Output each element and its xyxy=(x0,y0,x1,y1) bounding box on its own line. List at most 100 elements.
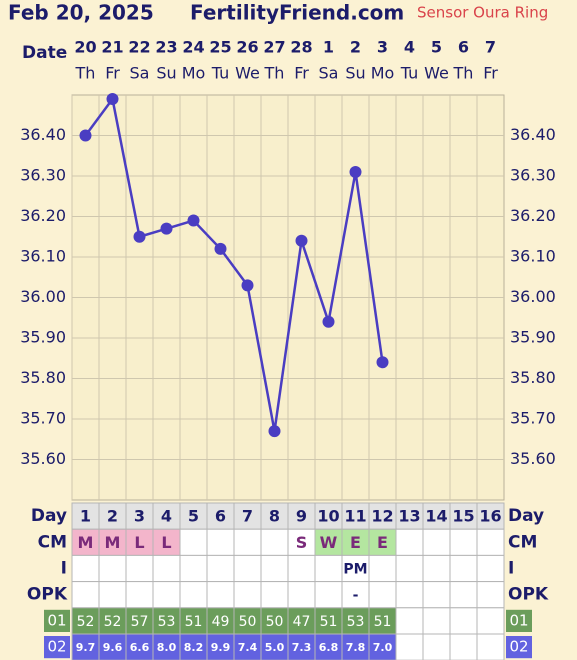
row-label: OPK xyxy=(27,585,68,605)
cell xyxy=(449,607,478,635)
cell-text: M xyxy=(105,533,121,552)
date-number: 24 xyxy=(182,38,204,57)
cell-text: S xyxy=(296,533,308,552)
row-label: 02 xyxy=(47,638,66,656)
date-number: 6 xyxy=(458,38,469,57)
cell-text: 7.3 xyxy=(292,641,312,654)
cell-text: 51 xyxy=(374,614,392,630)
cell xyxy=(368,633,397,660)
cell-text: 52 xyxy=(77,614,95,630)
cell xyxy=(314,528,343,556)
cell xyxy=(449,528,478,556)
y-tick-label: 36.20 xyxy=(20,206,66,225)
date-number: 25 xyxy=(209,38,231,57)
cell xyxy=(179,502,208,530)
weekday: Tu xyxy=(400,64,418,83)
cell xyxy=(260,554,289,583)
cell xyxy=(476,581,505,609)
date-number: 2 xyxy=(350,38,361,57)
cell xyxy=(71,607,100,635)
weekday: Th xyxy=(453,64,474,83)
temperature-point xyxy=(133,230,146,243)
row-label: CM xyxy=(38,532,67,552)
row-label-right: Day xyxy=(508,506,544,526)
y-tick-label-right: 36.10 xyxy=(510,247,556,266)
y-tick-label: 35.80 xyxy=(20,368,66,387)
cell-text: 6.8 xyxy=(319,641,339,654)
date-number: 27 xyxy=(263,38,285,57)
cell xyxy=(449,554,478,583)
date-number: 23 xyxy=(155,38,177,57)
y-tick-label-right: 36.40 xyxy=(510,125,556,144)
cell xyxy=(71,554,100,583)
cell xyxy=(449,581,478,609)
date-number: 28 xyxy=(290,38,312,57)
cell xyxy=(287,502,316,530)
cell xyxy=(449,633,478,660)
date-number: 20 xyxy=(74,38,96,57)
cell-text: E xyxy=(350,533,361,552)
cell xyxy=(233,502,262,530)
row-label: I xyxy=(61,559,67,579)
temperature-point xyxy=(160,222,173,235)
cell xyxy=(152,607,181,635)
cell xyxy=(368,581,397,609)
cell xyxy=(314,633,343,660)
row-label-box-right xyxy=(506,609,532,632)
cell xyxy=(125,554,154,583)
weekday: Fr xyxy=(483,64,498,83)
weekday: Th xyxy=(264,64,285,83)
cell-text: 5 xyxy=(188,507,199,526)
cell-text: 7 xyxy=(242,507,253,526)
cell xyxy=(71,581,100,609)
temperature-line xyxy=(84,96,384,432)
temperature-point xyxy=(295,234,308,247)
weekday: Mo xyxy=(371,64,395,83)
y-tick-label: 36.30 xyxy=(20,166,66,185)
weekday: Mo xyxy=(182,64,206,83)
cell xyxy=(179,554,208,583)
cell-text: 1 xyxy=(80,507,91,526)
y-tick-label-right: 35.60 xyxy=(510,449,556,468)
cell xyxy=(395,502,424,530)
row-label-box xyxy=(44,609,70,632)
cell xyxy=(179,581,208,609)
cell-text: 6 xyxy=(215,507,226,526)
y-tick-label: 35.70 xyxy=(20,409,66,428)
site-name[interactable]: FertilityFriend.com xyxy=(190,1,404,25)
cell-text: 14 xyxy=(425,507,447,526)
cell-text: 50 xyxy=(266,614,284,630)
cell xyxy=(287,581,316,609)
cell-text: L xyxy=(134,533,144,552)
cell xyxy=(98,581,127,609)
cell-text: 50 xyxy=(239,614,257,630)
y-tick-label: 35.90 xyxy=(20,328,66,347)
cell xyxy=(422,581,451,609)
weekday: Su xyxy=(345,64,365,83)
date-number: 3 xyxy=(377,38,388,57)
cell xyxy=(476,554,505,583)
temperature-point xyxy=(322,315,335,328)
cell xyxy=(422,528,451,556)
cell xyxy=(395,633,424,660)
cell xyxy=(341,633,370,660)
temperature-point xyxy=(376,356,389,369)
cell-text: 9.9 xyxy=(211,641,231,654)
weekday: Fr xyxy=(105,64,120,83)
weekday: Su xyxy=(156,64,176,83)
cell-text: 12 xyxy=(371,507,393,526)
cell xyxy=(98,633,127,660)
y-tick-label: 35.60 xyxy=(20,449,66,468)
cell xyxy=(233,607,262,635)
cell xyxy=(98,554,127,583)
weekday: Sa xyxy=(130,64,150,83)
date-number: 26 xyxy=(236,38,258,57)
cell-text: 52 xyxy=(104,614,122,630)
temperature-point xyxy=(187,214,200,227)
cell xyxy=(233,581,262,609)
cell xyxy=(368,554,397,583)
date-number: 1 xyxy=(323,38,334,57)
cell xyxy=(287,554,316,583)
